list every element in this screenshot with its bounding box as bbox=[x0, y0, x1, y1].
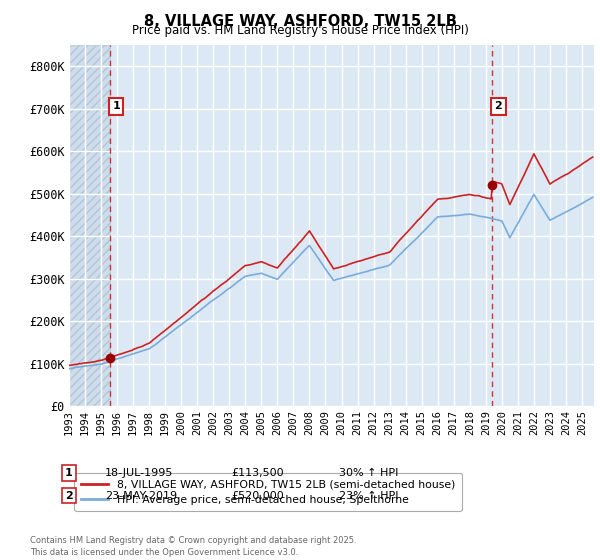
Text: 23-MAY-2019: 23-MAY-2019 bbox=[105, 491, 177, 501]
Text: £520,000: £520,000 bbox=[231, 491, 284, 501]
Text: £113,500: £113,500 bbox=[231, 468, 284, 478]
Text: 2: 2 bbox=[65, 491, 73, 501]
Text: 8, VILLAGE WAY, ASHFORD, TW15 2LB: 8, VILLAGE WAY, ASHFORD, TW15 2LB bbox=[143, 14, 457, 29]
Text: 1: 1 bbox=[65, 468, 73, 478]
Bar bbox=[69, 45, 110, 406]
Text: 1: 1 bbox=[112, 101, 120, 111]
Text: 23% ↑ HPI: 23% ↑ HPI bbox=[339, 491, 398, 501]
Text: 18-JUL-1995: 18-JUL-1995 bbox=[105, 468, 173, 478]
Text: 2: 2 bbox=[494, 101, 502, 111]
Text: Contains HM Land Registry data © Crown copyright and database right 2025.
This d: Contains HM Land Registry data © Crown c… bbox=[30, 536, 356, 557]
Text: 30% ↑ HPI: 30% ↑ HPI bbox=[339, 468, 398, 478]
Text: Price paid vs. HM Land Registry's House Price Index (HPI): Price paid vs. HM Land Registry's House … bbox=[131, 24, 469, 37]
Legend: 8, VILLAGE WAY, ASHFORD, TW15 2LB (semi-detached house), HPI: Average price, sem: 8, VILLAGE WAY, ASHFORD, TW15 2LB (semi-… bbox=[74, 473, 461, 511]
